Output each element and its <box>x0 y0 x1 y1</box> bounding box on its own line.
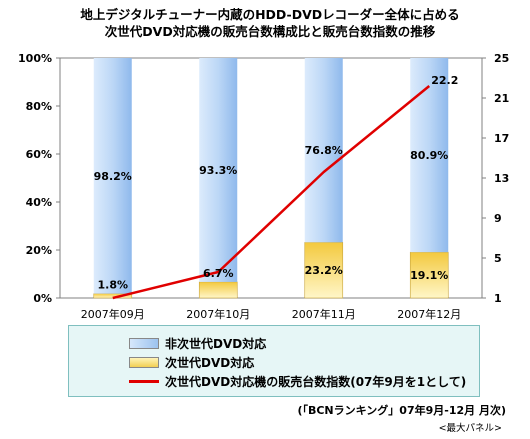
bar-non-next-gen <box>199 58 238 282</box>
axes: 0% 20% 40% 60% 80% 100% 1 5 9 13 17 21 25 2007年09月 200… <box>18 52 509 321</box>
legend-item-next-gen: 次世代DVD対応 <box>129 354 254 370</box>
bar-next-gen <box>304 242 344 299</box>
chart-area: 0% 20% 40% 60% 80% 100% 1 5 9 13 17 21 25 2007年09月 200… <box>18 52 509 321</box>
data-label-next-gen: 19.1% <box>410 269 448 282</box>
legend-item-non-next-gen: 非次世代DVD対応 <box>129 335 266 351</box>
legend-label-index: 次世代DVD対応機の販売台数指数(07年9月を1として) <box>165 374 467 389</box>
y-right-tick-label: 21 <box>494 92 509 105</box>
y-left-tick-label: 0% <box>33 292 52 305</box>
y-left-tick-label: 20% <box>26 244 52 257</box>
source-caption: (「BCNランキング」07年9月-12月 月次) <box>297 404 506 417</box>
data-labels: 98.2% 1.8% 93.3% 6.7% 76.8% 23.2% 80.9% 19.1% 22… <box>94 74 459 292</box>
data-label-next-gen: 6.7% <box>203 267 234 280</box>
legend: 非次世代DVD対応 次世代DVD対応 次世代DVD対応機の販売台数指数(07年9… <box>68 325 480 397</box>
data-label-non-next-gen: 80.9% <box>410 149 448 162</box>
legend-item-index: 次世代DVD対応機の販売台数指数(07年9月を1として) <box>129 373 466 389</box>
legend-label-next-gen: 次世代DVD対応 <box>165 355 255 370</box>
legend-swatch-line <box>129 379 159 383</box>
bar-next-gen <box>409 251 449 299</box>
y-left-tick-label: 100% <box>18 52 52 65</box>
legend-swatch-yellow <box>129 356 159 368</box>
bar-non-next-gen <box>93 58 132 294</box>
x-tick-label: 2007年10月 <box>186 307 250 321</box>
bar-non-next-gen <box>304 58 343 243</box>
x-tick-label: 2007年09月 <box>81 307 145 321</box>
y-left-tick-label: 80% <box>26 100 52 113</box>
data-label-next-gen: 1.8% <box>97 279 128 292</box>
y-left-tick-label: 40% <box>26 196 52 209</box>
data-label-non-next-gen: 93.3% <box>199 164 237 177</box>
y-right-tick-label: 9 <box>494 212 502 225</box>
data-label-next-gen: 23.2% <box>305 264 343 277</box>
legend-swatch-blue <box>129 337 159 349</box>
y-left-tick-label: 60% <box>26 148 52 161</box>
chart-title: 地上デジタルチューナー内蔵のHDD-DVDレコーダー全体に占める 次世代DVD対… <box>60 6 480 40</box>
x-tick-label: 2007年11月 <box>292 307 356 321</box>
data-label-index: 22.2 <box>431 74 458 87</box>
y-right-tick-label: 17 <box>494 132 509 145</box>
y-right-tick-label: 13 <box>494 172 509 185</box>
bars <box>93 58 449 299</box>
y-right-tick-label: 1 <box>494 292 502 305</box>
y-right-tick-label: 5 <box>494 252 502 265</box>
legend-label-non-next-gen: 非次世代DVD対応 <box>165 336 267 351</box>
x-tick-label: 2007年12月 <box>397 307 461 321</box>
title-line-1: 地上デジタルチューナー内蔵のHDD-DVDレコーダー全体に占める <box>80 7 460 22</box>
bar-non-next-gen <box>410 58 449 253</box>
panel-note: <最大パネル> <box>438 423 502 434</box>
title-line-2: 次世代DVD対応機の販売台数構成比と販売台数指数の推移 <box>104 24 436 39</box>
data-label-non-next-gen: 98.2% <box>94 170 132 183</box>
index-line <box>112 85 431 300</box>
index-line-path <box>112 85 431 300</box>
bar-next-gen <box>198 281 238 299</box>
y-right-tick-label: 25 <box>494 52 509 65</box>
data-label-non-next-gen: 76.8% <box>305 144 343 157</box>
